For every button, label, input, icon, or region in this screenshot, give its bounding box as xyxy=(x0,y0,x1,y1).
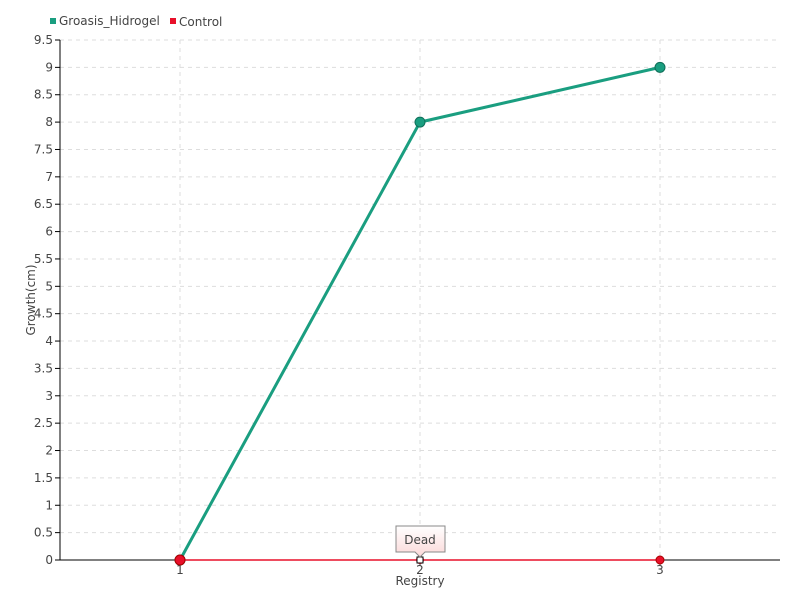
legend-label-control[interactable]: Control xyxy=(179,15,222,29)
legend-swatch-control xyxy=(170,18,176,24)
data-point-groasis xyxy=(654,61,666,73)
y-tick-label: 8.5 xyxy=(34,88,53,102)
y-axis-label: Growth(cm) xyxy=(24,264,38,335)
y-tick-label: 5 xyxy=(45,279,53,293)
y-tick-label: 5.5 xyxy=(34,252,53,266)
axes: 0 0.5 1 1.5 2 2.5 3 3.5 4 4.5 5 5.5 6 6.5 7 7.5 8 8.5 9 9.5… xyxy=(34,33,780,577)
y-tick-label: 0 xyxy=(45,553,53,567)
x-tick-label: 3 xyxy=(656,563,664,577)
data-point-control xyxy=(174,554,186,566)
x-axis-label: Registry xyxy=(395,574,444,588)
y-tick-label: 8 xyxy=(45,115,53,129)
y-tick-label: 2.5 xyxy=(34,416,53,430)
x-tick-label: 1 xyxy=(176,563,184,577)
tooltip-text: Dead xyxy=(404,533,436,547)
data-point-control xyxy=(655,555,665,565)
y-tick-label: 9 xyxy=(45,60,53,74)
y-tick-label: 7 xyxy=(45,170,53,184)
y-tick-label: 7.5 xyxy=(34,142,53,156)
series-layer xyxy=(174,61,666,566)
legend-swatch-groasis xyxy=(50,18,56,24)
y-tick-label: 2 xyxy=(45,444,53,458)
y-tick-label: 3 xyxy=(45,389,53,403)
y-tick-label: 1 xyxy=(45,498,53,512)
data-point-control-highlight xyxy=(416,556,424,564)
tooltip-dead: Dead xyxy=(395,525,446,558)
legend-label-groasis[interactable]: Groasis_Hidrogel xyxy=(59,14,160,28)
y-tick-label: 9.5 xyxy=(34,33,53,47)
y-tick-label: 6.5 xyxy=(34,197,53,211)
y-tick-label: 1.5 xyxy=(34,471,53,485)
x-tick-label: 2 xyxy=(416,563,424,577)
y-tick-label: 3.5 xyxy=(34,361,53,375)
y-tick-label: 0.5 xyxy=(34,526,53,540)
data-point-groasis xyxy=(414,116,426,128)
y-tick-label: 4.5 xyxy=(34,307,53,321)
legend[interactable]: Groasis_Hidrogel Control xyxy=(50,14,222,29)
grid xyxy=(60,39,780,560)
y-tick-label: 6 xyxy=(45,225,53,239)
y-tick-label: 4 xyxy=(45,334,53,348)
